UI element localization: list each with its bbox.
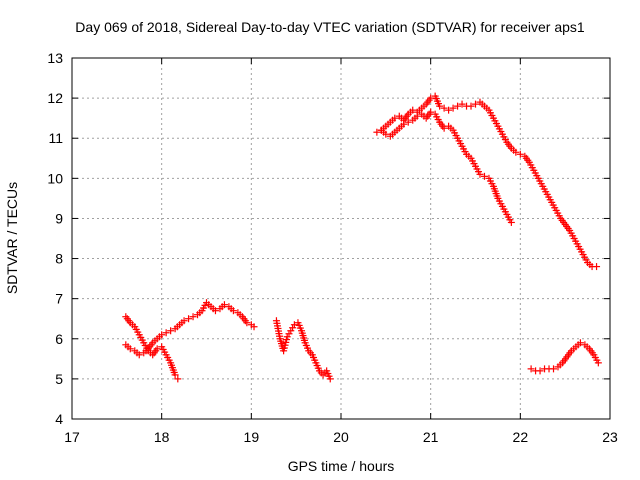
data-point [135,351,143,359]
series-arc-a-lower [122,313,182,383]
data-point [404,118,412,126]
data-point [594,359,602,367]
series-arc-c-lower [377,108,515,226]
data-point [126,345,134,353]
data-point [326,375,334,383]
data-point [290,321,298,329]
data-point [454,102,462,110]
data-point [436,102,444,110]
y-tick-label: 12 [47,90,63,106]
data-point [382,130,390,138]
y-tick-label: 10 [47,170,63,186]
series-arc-b [272,317,334,383]
data-point [400,120,408,128]
series-arc-a-upper [122,299,258,359]
y-tick-label: 9 [55,210,63,226]
plot-frame [71,57,611,420]
data-point [427,108,435,116]
data-point [189,313,197,321]
x-tick-label: 17 [64,429,80,445]
data-point [391,114,399,122]
data-point [211,307,219,315]
x-tick-label: 22 [513,429,529,445]
data-point [440,104,448,112]
data-point [158,331,166,339]
data-point [512,148,520,156]
y-tick-label: 5 [55,371,63,387]
data-point [593,263,601,271]
data-point [180,317,188,325]
data-point [440,124,448,132]
y-tick-label: 7 [55,291,63,307]
data-point [250,323,258,331]
series-arc-d [527,339,602,375]
x-tick-label: 21 [423,429,439,445]
data-point [467,102,475,110]
x-tick-label: 23 [602,429,618,445]
data-point [413,112,421,120]
data-point [476,170,484,178]
data-point [507,218,515,226]
data-point [171,371,179,379]
data-point [480,172,488,180]
chart-title: Day 069 of 2018, Sidereal Day-to-day VTE… [75,19,585,35]
series-arc-c-upper [373,92,601,271]
data-points [122,92,602,383]
y-axis-label: SDTVAR / TECUs [4,182,20,294]
data-point [185,315,193,323]
data-point [536,367,544,375]
data-point [516,150,524,158]
grid-lines [72,58,610,419]
data-point [174,375,182,383]
data-point [458,100,466,108]
y-tick-label: 6 [55,331,63,347]
data-point [220,301,228,309]
data-point [167,327,175,335]
y-tick-label: 8 [55,251,63,267]
x-tick-label: 20 [333,429,349,445]
data-point [229,307,237,315]
data-point [527,365,535,373]
x-tick-label: 18 [154,429,170,445]
x-tick-label: 19 [244,429,260,445]
data-point [153,345,161,353]
data-point [409,106,417,114]
x-axis-label: GPS time / hours [288,458,395,474]
data-point [449,104,457,112]
y-tick-label: 4 [55,411,63,427]
axis-ticks: 17 18 19 20 21 22 23 4 5 6 7 8 9 10 11 12 13 [47,50,618,445]
data-point [472,100,479,108]
data-point [243,319,251,327]
y-tick-label: 13 [47,50,63,66]
data-point [162,329,170,337]
data-point [576,339,584,347]
y-tick-label: 11 [48,130,63,146]
data-point [445,106,453,114]
data-point [550,365,558,373]
data-point [373,128,381,136]
